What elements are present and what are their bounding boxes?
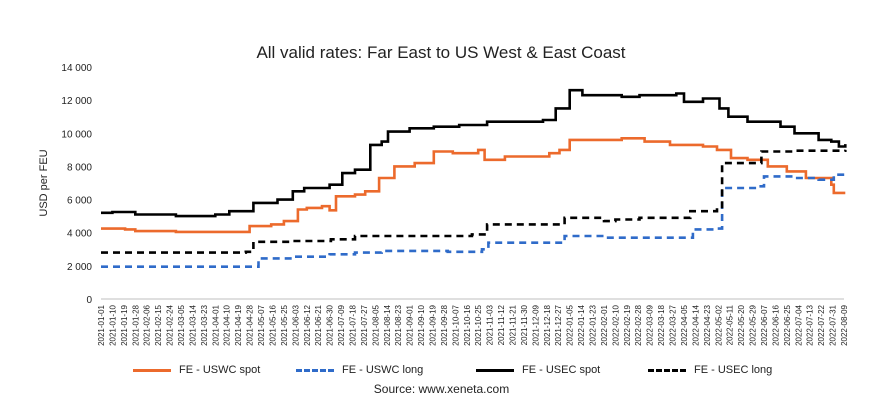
x-tick-label: 2021-04-10 [223,304,232,345]
y-tick-label: 4 000 [67,229,92,240]
x-tick-label: 2021-07-18 [349,304,358,345]
x-tick-label: 2021-09-19 [429,304,438,345]
x-tick-label: 2022-04-14 [691,304,700,345]
x-tick-label: 2021-03-05 [177,304,186,345]
x-tick-label: 2021-08-23 [394,304,403,345]
x-tick-label: 2021-09-28 [440,304,449,345]
x-tick-label: 2021-07-09 [337,304,346,345]
series-line-2 [101,173,847,268]
x-tick-label: 2022-05-29 [749,304,758,345]
legend-label-usec-spot: FE - USEC spot [522,364,601,376]
x-tick-label: 2022-01-14 [577,304,586,345]
x-tick-label: 2022-03-27 [669,304,678,345]
x-tick-label: 2021-10-07 [451,304,460,345]
x-tick-label: 2022-02-10 [611,304,620,345]
y-tick-label: 0 [86,295,92,306]
y-tick-label: 6 000 [67,196,92,207]
x-tick-label: 2021-02-06 [143,304,152,345]
x-tick-label: 2022-07-31 [829,304,838,345]
legend-swatch-uswc-spot [133,368,171,372]
x-tick-label: 2021-06-21 [314,304,323,345]
x-tick-label: 2021-03-14 [188,304,197,345]
x-tick-label: 2022-06-25 [783,304,792,345]
y-tick-label: 8 000 [67,162,92,173]
legend-item-uswc-long: FE - USWC long [296,363,423,377]
y-tick-label: 2 000 [67,262,92,273]
x-tick-label: 2022-02-28 [634,304,643,345]
x-tick-label: 2021-01-10 [108,304,117,345]
x-tick-label: 2022-03-09 [646,304,655,345]
legend-label-uswc-long: FE - USWC long [342,364,424,376]
x-tick-label: 2021-11-03 [486,304,495,345]
x-tick-label: 2021-06-12 [303,304,312,345]
x-tick-label: 2022-01-05 [566,304,575,345]
x-tick-label: 2022-02-19 [623,304,632,345]
series-layer [101,88,847,268]
x-tick-label: 2021-04-01 [211,304,220,345]
y-tick-label: 10 000 [61,129,92,140]
x-tick-label: 2022-04-05 [680,304,689,345]
x-tick-label: 2021-03-23 [200,304,209,345]
chart-title: All valid rates: Far East to US West & E… [256,43,625,62]
series-line-3 [101,88,847,218]
legend-item-usec-long: FE - USEC long [648,363,772,377]
x-tick-label: 2021-04-19 [234,304,243,345]
x-tick-label: 2022-02-01 [600,304,609,345]
x-tick-label: 2021-05-25 [280,304,289,345]
x-tick-label: 2021-02-24 [166,304,175,345]
legend-item-usec-spot: FE - USEC spot [476,363,600,377]
x-tick-label: 2022-05-20 [737,304,746,345]
x-tick-label: 2022-04-23 [703,304,712,345]
series-line-1 [101,137,846,234]
x-tick-label: 2021-05-16 [269,304,278,345]
y-axis-label: USD per FEU [38,149,50,216]
x-tick-label: 2022-07-13 [806,304,815,345]
x-tick-label: 2021-06-03 [291,304,300,345]
x-tick-label: 2021-05-07 [257,304,266,345]
legend-swatch-usec-spot [476,368,514,372]
x-axis-ticks: 2021-01-01 2021-01-10 2021-01-19 2021-01-28… [97,304,849,345]
x-tick-label: 2021-11-30 [520,304,529,345]
x-tick-label: 2021-08-14 [383,304,392,345]
x-tick-label: 2021-06-30 [326,304,335,345]
x-tick-label: 2022-07-04 [794,304,803,345]
y-tick-label: 14 000 [61,63,92,74]
x-tick-label: 2022-05-11 [726,304,735,345]
legend-label-usec-long: FE - USEC long [694,364,773,376]
x-tick-label: 2021-12-18 [543,304,552,345]
x-tick-label: 2022-01-23 [589,304,598,345]
series-line-4 [101,149,847,254]
x-tick-label: 2022-07-22 [817,304,826,345]
x-tick-label: 2022-06-16 [771,304,780,345]
x-tick-label: 2021-11-12 [497,304,506,345]
x-tick-label: 2021-12-09 [531,304,540,345]
x-tick-label: 2021-10-25 [474,304,483,345]
legend-swatch-uswc-long [296,368,334,372]
x-tick-label: 2021-01-19 [120,304,129,345]
x-tick-label: 2021-10-16 [463,304,472,345]
x-tick-label: 2021-01-28 [131,304,140,345]
source-note: Source: www.xeneta.com [373,382,510,396]
x-tick-label: 2022-06-07 [760,304,769,345]
x-tick-label: 2021-12-27 [554,304,563,345]
y-tick-label: 12 000 [61,96,92,107]
x-tick-label: 2021-04-28 [246,304,255,345]
x-tick-label: 2021-08-05 [371,304,380,345]
x-tick-label: 2022-05-02 [714,304,723,345]
x-tick-label: 2022-03-18 [657,304,666,345]
x-tick-label: 2022-08-09 [840,304,849,345]
x-tick-label: 2021-07-27 [360,304,369,345]
legend-swatch-usec-long [648,368,686,372]
x-tick-label: 2021-09-01 [406,304,415,345]
x-tick-label: 2021-11-21 [509,304,518,345]
x-tick-label: 2021-02-15 [154,304,163,345]
y-axis-ticks: 0 2 000 4 000 6 000 8 000 10 000 12 000 14 000 [61,63,92,306]
legend-item-uswc-spot: FE - USWC spot [133,363,260,377]
legend-label-uswc-spot: FE - USWC spot [179,364,261,376]
x-tick-label: 2021-09-10 [417,304,426,345]
x-tick-label: 2021-01-01 [97,304,106,345]
